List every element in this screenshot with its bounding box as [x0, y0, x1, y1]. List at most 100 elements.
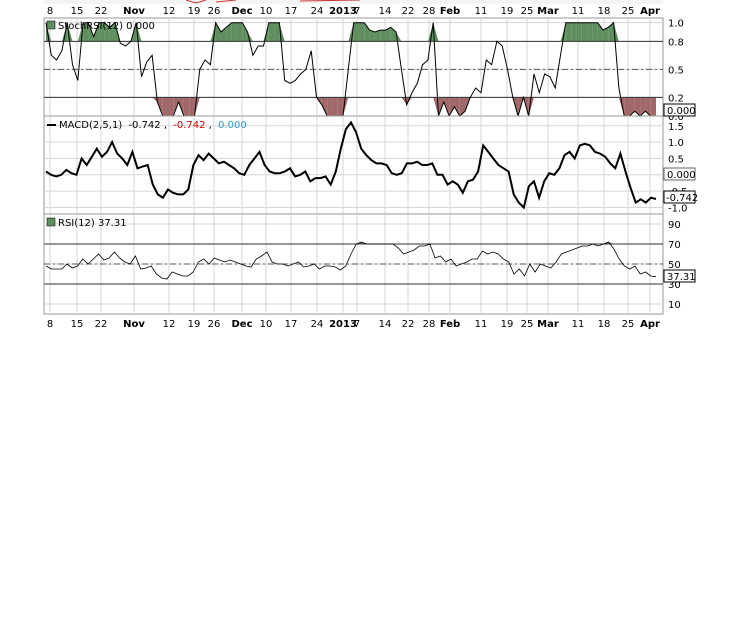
x-bottom-label-4: 12 — [163, 319, 176, 330]
x-top-label-3: Nov — [123, 6, 145, 17]
p0-overbought-fill-104 — [597, 22, 603, 42]
p0-oversold-fill-53 — [327, 97, 333, 116]
rsi-legend: RSI(12) 37.31 — [58, 218, 127, 229]
x-bottom-label-22: 18 — [598, 319, 611, 330]
rsi-line — [45, 241, 657, 280]
rsi-last-value: 37.31 — [667, 272, 696, 283]
p2-y-tick-4: 10 — [668, 300, 681, 311]
p0-oversold-fill-108 — [618, 97, 625, 116]
p2-y-tick-2: 50 — [668, 260, 681, 271]
p0-overbought-fill-0 — [46, 22, 52, 42]
x-bottom-label-14: 22 — [402, 319, 415, 330]
p0-overbought-fill-7 — [83, 22, 89, 42]
p0-oversold-fill-77 — [454, 97, 460, 116]
macd-last-value: -0.742 — [666, 193, 698, 204]
p0-overbought-fill-64 — [385, 27, 391, 42]
macd-legend-hist: 0.000 — [218, 120, 247, 131]
rsi-reference-lines — [44, 243, 663, 285]
p0-oversold-fill-113 — [645, 97, 651, 116]
stochrsi-legend-icon — [46, 20, 56, 30]
stochrsi-legend: StochRSI(12) 0.000 — [58, 21, 155, 32]
p0-overbought-fill-59 — [358, 22, 365, 42]
p0-overbought-fill-97 — [560, 22, 566, 42]
x-bottom-label-5: 19 — [188, 319, 201, 330]
p1-y-tick-0: 1.5 — [668, 122, 684, 133]
macd-legend-name: MACD(2,5,1) — [59, 120, 122, 131]
x-top-label-10: 24 — [311, 6, 324, 17]
x-top-label-16: Feb — [440, 6, 460, 17]
p0-y-tick-3: 0.2 — [668, 93, 684, 104]
x-bottom-label-9: 17 — [285, 319, 298, 330]
x-bottom-label-0: 8 — [47, 319, 53, 330]
x-top-label-2: 22 — [95, 6, 108, 17]
p0-overbought-fill-61 — [369, 30, 375, 42]
p0-oversold-fill-73 — [433, 97, 439, 116]
x-top-label-7: Dec — [231, 6, 252, 17]
x-top-label-0: 8 — [47, 6, 53, 17]
p0-oversold-fill-78 — [459, 97, 466, 116]
p0-y-tick-1: 0.8 — [668, 37, 684, 48]
x-top-label-13: 14 — [379, 6, 392, 17]
x-bottom-label-11: 2013 — [329, 319, 357, 330]
p0-oversold-fill-55 — [337, 97, 344, 116]
p0-y-tick-2: 0.5 — [668, 65, 684, 76]
p2-y-tick-3: 30 — [668, 280, 681, 291]
rsi-panel: 90 70 50 30 10 RSI(12) 37.31 37.31 — [43, 213, 696, 315]
p0-oversold-fill-112 — [640, 97, 646, 116]
x-bottom-label-6: 26 — [208, 319, 221, 330]
p0-overbought-fill-101 — [581, 22, 588, 42]
p0-oversold-fill-26 — [183, 97, 190, 116]
x-bottom-label-13: 14 — [379, 319, 392, 330]
p0-y-tick-0: 1.0 — [668, 19, 684, 30]
x-bottom-label-15: 28 — [423, 319, 436, 330]
x-bottom-label-24: Apr — [640, 319, 660, 330]
p0-overbought-fill-35 — [231, 22, 237, 42]
x-bottom-label-3: Nov — [123, 319, 145, 330]
p0-overbought-fill-62 — [374, 30, 381, 42]
p0-overbought-fill-98 — [565, 22, 572, 42]
p0-overbought-fill-63 — [380, 30, 386, 42]
macd-legend: MACD(2,5,1) -0.742 , -0.742 , 0.000 — [59, 120, 247, 131]
p0-oversold-fill-109 — [624, 97, 630, 116]
rsi-last-value-badge: 37.31 — [663, 269, 696, 283]
macd-zero-badge: 0.000 — [663, 167, 696, 181]
macd-zero-value: 0.000 — [667, 170, 696, 181]
p0-overbought-fill-100 — [576, 22, 582, 42]
p0-oversold-fill-27 — [189, 97, 195, 116]
p0-overbought-fill-102 — [587, 22, 593, 42]
x-top-label-23: 25 — [622, 6, 635, 17]
p0-overbought-fill-60 — [364, 22, 370, 42]
x-bottom-label-8: 10 — [260, 319, 273, 330]
p0-oversold-fill-54 — [332, 97, 338, 116]
p0-overbought-fill-43 — [274, 22, 280, 42]
x-top-label-11: 2013 — [329, 6, 357, 17]
macd-line — [45, 120, 657, 210]
x-top-label-22: 18 — [598, 6, 611, 17]
p0-overbought-fill-73 — [433, 22, 439, 42]
x-bottom-label-18: 19 — [501, 319, 514, 330]
p0-overbought-fill-11 — [104, 22, 110, 42]
macd-legend-signal: -0.742 — [173, 120, 205, 131]
macd-grid — [44, 116, 663, 214]
x-top-label-14: 22 — [402, 6, 415, 17]
p0-overbought-fill-106 — [608, 22, 614, 42]
p0-overbought-fill-72 — [427, 22, 434, 42]
x-top-label-15: 28 — [423, 6, 436, 17]
x-top-label-5: 19 — [188, 6, 201, 17]
p0-oversold-fill-22 — [162, 97, 168, 116]
p0-overbought-fill-105 — [602, 27, 609, 42]
stochrsi-y-ticks: 1.0 0.8 0.5 0.2 0.0 — [668, 19, 684, 123]
p0-overbought-fill-58 — [353, 22, 359, 42]
x-top-label-19: 25 — [521, 6, 534, 17]
x-top-label-6: 26 — [208, 6, 221, 17]
p0-overbought-fill-10 — [99, 22, 105, 42]
p0-overbought-fill-36 — [236, 22, 243, 42]
p1-y-tick-2: 0.5 — [668, 154, 684, 165]
p0-overbought-fill-12 — [109, 22, 115, 42]
x-top-label-18: 19 — [501, 6, 514, 17]
stochrsi-reference-lines — [44, 40, 663, 98]
x-top-label-12: 7 — [354, 6, 360, 17]
p1-y-tick-1: 1.0 — [668, 138, 684, 149]
